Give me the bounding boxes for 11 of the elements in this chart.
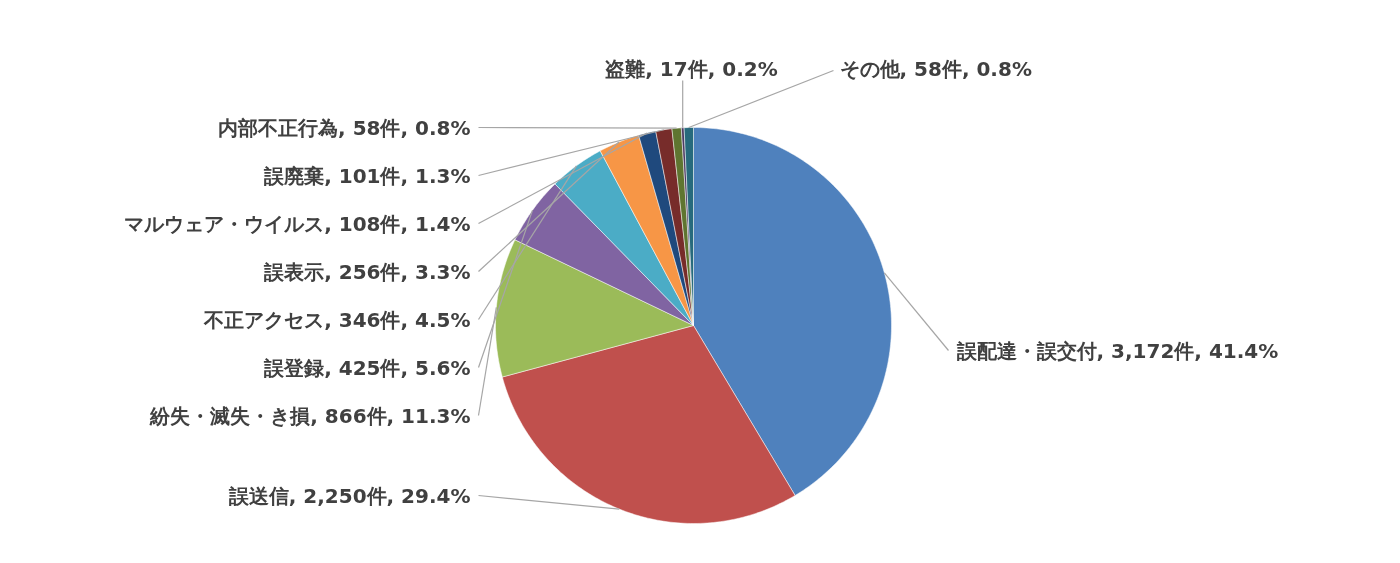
slice-label: 誤配達・誤交付, 3,172件, 41.4% [955, 338, 1279, 363]
slice-label: 誤廃棄, 101件, 1.3% [263, 163, 471, 188]
slice-label: 紛失・滅失・き損, 866件, 11.3% [149, 403, 471, 428]
slice-label: その他, 58件, 0.8% [839, 56, 1032, 81]
slice-label: 内部不正行為, 58件, 0.8% [218, 115, 471, 140]
slice-label: マルウェア・ウイルス, 108件, 1.4% [124, 211, 471, 236]
slice-label: 誤送信, 2,250件, 29.4% [227, 483, 471, 508]
slice-label: 誤表示, 256件, 3.3% [263, 259, 471, 284]
slice-label: 盗難, 17件, 0.2% [605, 56, 778, 81]
slice-label: 不正アクセス, 346件, 4.5% [203, 307, 471, 332]
slice-label: 誤登録, 425件, 5.6% [263, 355, 471, 380]
